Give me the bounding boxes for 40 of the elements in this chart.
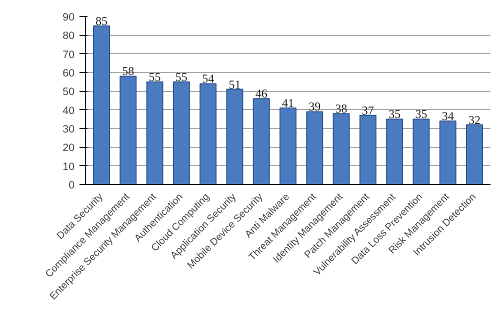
data-label: 51 bbox=[228, 77, 241, 92]
y-tick-label: 30 bbox=[62, 124, 75, 136]
data-label: 46 bbox=[255, 86, 268, 101]
y-tick-label: 80 bbox=[62, 30, 75, 42]
bar bbox=[120, 76, 137, 184]
bar bbox=[92, 25, 110, 184]
bar bbox=[332, 113, 350, 184]
y-tick-label: 50 bbox=[62, 86, 75, 98]
data-label: 41 bbox=[282, 96, 294, 110]
y-tick-label: 90 bbox=[62, 12, 75, 24]
bar bbox=[200, 83, 217, 184]
y-tick-label: 20 bbox=[62, 142, 75, 154]
bar bbox=[412, 118, 430, 184]
bar bbox=[226, 88, 244, 184]
bar bbox=[252, 98, 270, 184]
bar bbox=[172, 81, 190, 184]
bar bbox=[386, 118, 404, 184]
bar bbox=[359, 114, 376, 184]
y-tick-label: 60 bbox=[62, 68, 75, 80]
data-label: 35 bbox=[388, 107, 401, 122]
data-label: 35 bbox=[415, 107, 428, 122]
bar bbox=[439, 120, 456, 184]
data-label: 37 bbox=[362, 103, 374, 118]
data-label: 38 bbox=[335, 102, 348, 116]
bar bbox=[306, 111, 324, 184]
y-tick-label: 40 bbox=[62, 104, 75, 117]
data-label: 58 bbox=[122, 64, 134, 78]
data-label: 32 bbox=[468, 112, 481, 127]
data-label: 54 bbox=[202, 72, 214, 86]
data-label: 55 bbox=[148, 70, 161, 84]
bar bbox=[280, 107, 296, 184]
y-tick-label: 70 bbox=[62, 48, 75, 61]
data-label: 39 bbox=[308, 100, 321, 114]
data-label: 85 bbox=[95, 14, 108, 28]
data-label: 34 bbox=[442, 109, 454, 124]
y-tick-label: 10 bbox=[62, 160, 75, 173]
y-tick-label: 0 bbox=[68, 180, 75, 192]
data-label: 55 bbox=[175, 70, 188, 84]
bar bbox=[146, 81, 164, 184]
bar bbox=[466, 124, 484, 184]
